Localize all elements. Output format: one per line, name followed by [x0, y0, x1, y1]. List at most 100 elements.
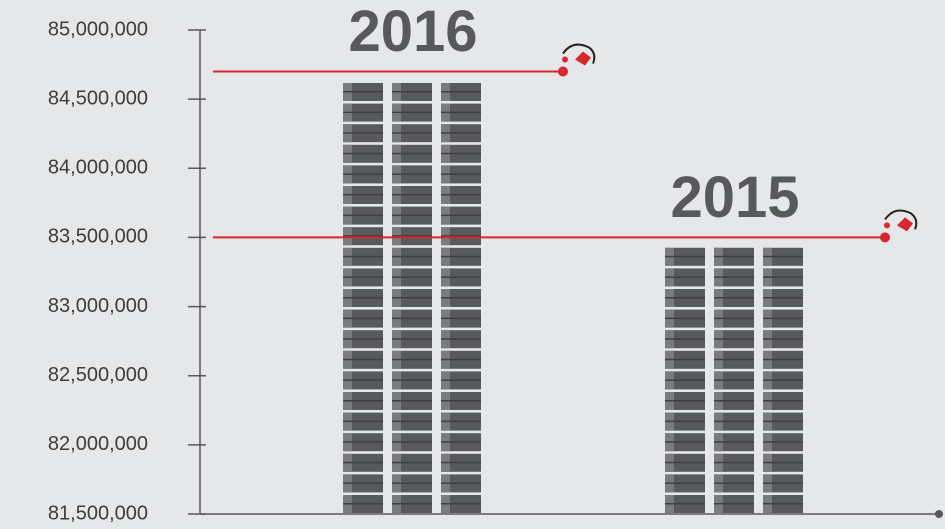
barrel-rim [763, 276, 803, 278]
year-label: 2015 [670, 165, 799, 230]
barrel-rim [665, 420, 705, 423]
barrel-rim [392, 214, 432, 217]
barrel-rim [343, 338, 383, 340]
pump-icon [575, 51, 591, 66]
barrel-rim [763, 379, 803, 381]
barrel-rim [441, 276, 481, 278]
barrel-rim [714, 441, 754, 443]
barrel-rim [763, 358, 803, 361]
barrel-rim [665, 379, 705, 381]
barrel-rim [714, 379, 754, 381]
barrel-rim [343, 317, 383, 320]
barrel-rim [343, 91, 383, 93]
barrel-rim [714, 255, 754, 258]
barrel-rim [343, 194, 383, 196]
barrel-rim [441, 91, 481, 93]
barrel-rim [392, 297, 432, 299]
fuel-drop [884, 222, 890, 229]
barrel-rim [392, 317, 432, 320]
barrel-rim [343, 420, 383, 423]
level-dot [558, 66, 568, 77]
barrel-rim [392, 379, 432, 381]
barrel-rim [392, 255, 432, 258]
barrel-rim [665, 255, 705, 258]
barrel-rim [441, 338, 481, 340]
barrel-rim [392, 276, 432, 278]
barrel-rim [714, 317, 754, 320]
year-label: 2016 [348, 0, 477, 64]
barrel-rim [714, 297, 754, 299]
pump-hose [562, 43, 596, 64]
barrel-rim [441, 503, 481, 505]
barrel-rim [714, 503, 754, 505]
barrel-rim [343, 235, 383, 237]
barrel-rim [441, 400, 481, 402]
barrel-rim [343, 358, 383, 361]
barrel-rim [763, 255, 803, 258]
fuel-drop [562, 56, 568, 63]
barrel-rim [714, 400, 754, 402]
barrel-rim [441, 214, 481, 217]
barrel-rim [763, 503, 803, 505]
barrel-rim [392, 482, 432, 484]
barrel-rim [392, 461, 432, 464]
pump-hose [884, 209, 918, 230]
barrel-rim [714, 420, 754, 423]
barrel-rim [343, 276, 383, 278]
barrel-rim [763, 297, 803, 299]
barrel-rim [392, 152, 432, 155]
barrel-rim [441, 173, 481, 175]
barrel-rim [343, 173, 383, 175]
barrel-rim [441, 317, 481, 320]
barrel-rim [392, 91, 432, 93]
bar [665, 247, 803, 513]
barrel-rim [343, 255, 383, 258]
barrel-rim [763, 400, 803, 402]
barrel-rim [441, 379, 481, 381]
barrel-rim [392, 194, 432, 196]
barrel-rim [343, 111, 383, 114]
barrel-rim [343, 132, 383, 134]
y-tick-label: 84,500,000 [48, 87, 148, 109]
barrel-rim [763, 420, 803, 423]
barrel-rim [763, 338, 803, 340]
barrel-rim [343, 482, 383, 484]
barrel-rim [714, 461, 754, 464]
barrel-rim [343, 297, 383, 299]
barrel-rim [392, 400, 432, 402]
barrel-rim [763, 441, 803, 443]
barrel-rim [343, 400, 383, 402]
barrel-rim [665, 358, 705, 361]
barrel-rim [665, 338, 705, 340]
barrel-rim [392, 338, 432, 340]
y-tick-label: 82,500,000 [48, 364, 148, 386]
barrel-rim [763, 461, 803, 464]
y-tick-label: 81,500,000 [48, 502, 148, 524]
barrel-rim [343, 379, 383, 381]
pump-icon [897, 217, 913, 232]
barrel-rim [441, 132, 481, 134]
barrel-rim [665, 317, 705, 320]
y-tick-label: 84,000,000 [48, 157, 148, 179]
barrel-rim [392, 235, 432, 237]
y-tick-label: 82,000,000 [48, 433, 148, 455]
barrel-rim [343, 503, 383, 505]
barrel-rim [441, 482, 481, 484]
barrel-rim [392, 420, 432, 423]
barrel-rim [665, 400, 705, 402]
y-tick-label: 83,000,000 [48, 295, 148, 317]
barrel-rim [392, 111, 432, 114]
barrel-rim [714, 358, 754, 361]
barrel-rim [343, 441, 383, 443]
barrel-rim [392, 358, 432, 361]
barrel-rim [441, 358, 481, 361]
barrel-rim [665, 461, 705, 464]
bar [343, 83, 481, 513]
level-dot [880, 232, 890, 243]
axis-end-dot [935, 510, 943, 518]
barrel-rim [441, 297, 481, 299]
barrel-rim [392, 173, 432, 175]
barrel-rim [441, 461, 481, 464]
barrel-rim [665, 441, 705, 443]
